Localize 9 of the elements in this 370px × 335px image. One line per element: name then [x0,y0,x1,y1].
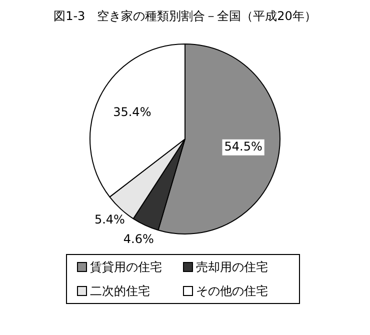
legend-label: 売却用の住宅 [196,258,268,276]
chart-title: 図1-3 空き家の種類別割合－全国（平成20年） [52,8,318,25]
legend-label: 賃貸用の住宅 [90,258,162,276]
legend-label: 二次的住宅 [90,282,150,300]
data-label: 4.6% [123,232,154,246]
legend-label: その他の住宅 [196,282,268,300]
data-label: 5.4% [94,212,125,227]
data-label: 35.4% [113,105,152,120]
data-label: 54.5% [224,140,262,154]
